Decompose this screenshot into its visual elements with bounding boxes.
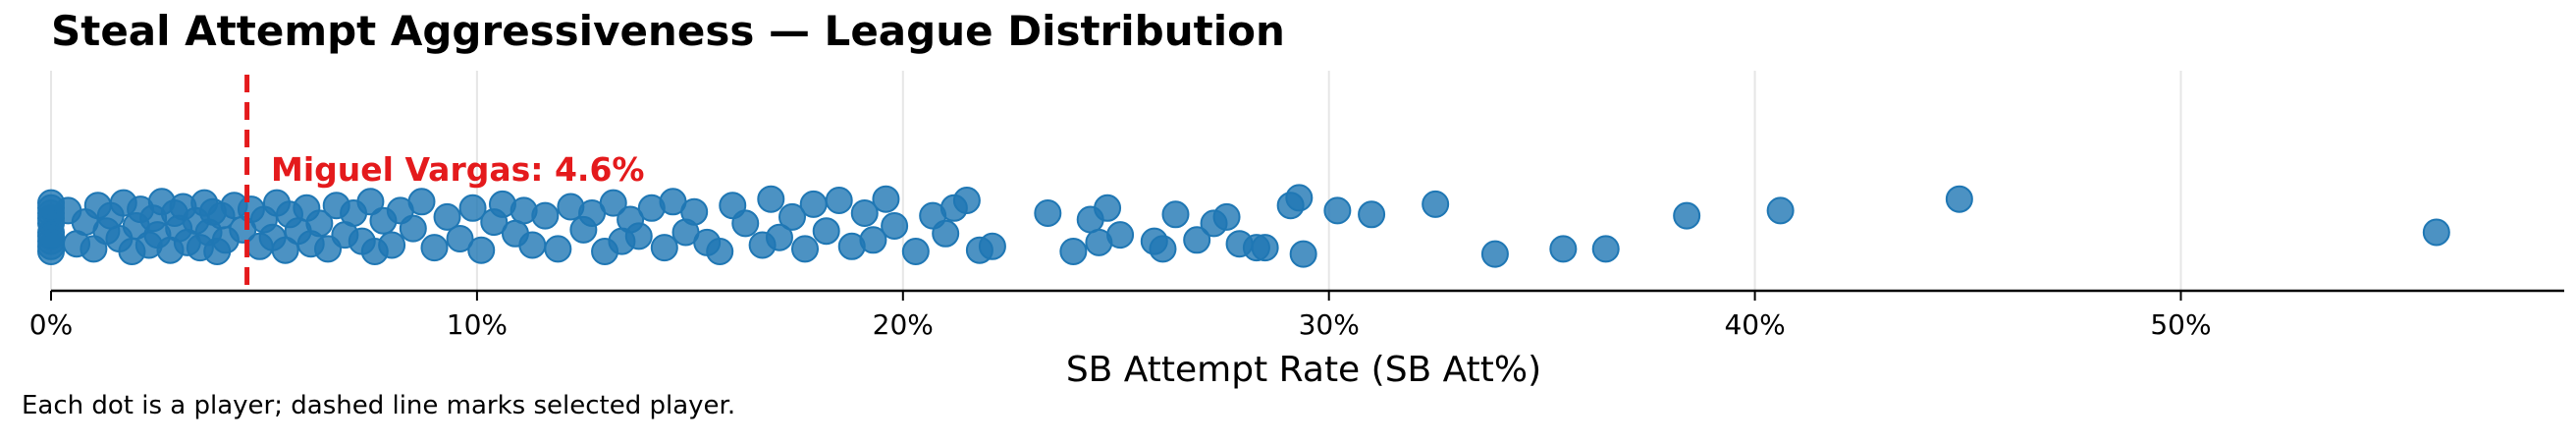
player-point [599,189,627,217]
player-point [2422,218,2450,247]
player-point [1673,201,1701,230]
player-point [458,194,487,222]
player-point [37,222,65,250]
player-point [1212,202,1241,231]
player-point [1106,221,1135,250]
player-point [518,231,547,259]
scatter-points [37,184,2450,268]
gridlines [50,71,2182,291]
player-point [859,226,887,254]
player-point [446,225,474,252]
player-point [305,209,334,238]
player-point [271,236,299,264]
player-point [778,202,806,231]
x-tick-label: 40% [1724,308,1785,341]
player-point [731,209,760,238]
player-point [872,185,900,213]
x-tick-label: 50% [2150,308,2211,341]
player-point [1323,196,1352,225]
player-point [799,190,828,218]
player-point [399,214,427,243]
player-point [356,188,385,216]
player-point [812,217,840,246]
chart-title: Steal Attempt Aggressiveness — League Di… [51,7,1285,55]
player-point [952,187,981,214]
player-point [650,234,678,262]
player-point [1289,240,1317,268]
x-axis: 0% 10% 20% 30% 40% 50% [29,289,2564,341]
player-point [1183,226,1211,254]
player-point [624,222,653,250]
player-point [1549,235,1578,263]
player-point [1285,184,1314,212]
player-point [901,238,930,265]
player-point [1059,238,1088,265]
player-point [757,185,785,213]
chart-caption: Each dot is a player; dashed line marks … [22,391,736,420]
player-point [978,232,1006,260]
player-point [1945,185,1973,213]
player-point [706,238,734,265]
player-point [433,202,461,231]
player-point [680,197,709,226]
player-point [850,199,879,227]
player-point [407,188,436,216]
player-point [420,234,449,262]
player-point [1358,200,1386,229]
player-point [1161,200,1190,229]
player-point [765,223,793,251]
x-axis-title: SB Attempt Rate (SB Att%) [1066,350,1541,390]
x-tick-label: 30% [1299,308,1360,341]
player-point [791,235,819,263]
player-point [1591,235,1620,263]
player-point [1034,199,1062,227]
player-point [531,201,560,230]
x-tick-label: 10% [447,308,508,341]
player-point [378,231,406,259]
player-point [881,212,909,240]
player-point [1480,240,1509,268]
player-point [467,236,496,264]
selected-player-annotation: Miguel Vargas: 4.6% [271,150,644,189]
player-point [825,187,853,214]
player-point [1251,234,1279,262]
player-point [1766,196,1795,225]
x-tick-label: 20% [873,308,934,341]
player-point [932,219,960,248]
player-point [544,235,572,263]
player-point [1422,190,1450,218]
player-point [1094,194,1122,222]
x-tick-label: 0% [29,308,73,341]
player-point [1149,235,1177,263]
